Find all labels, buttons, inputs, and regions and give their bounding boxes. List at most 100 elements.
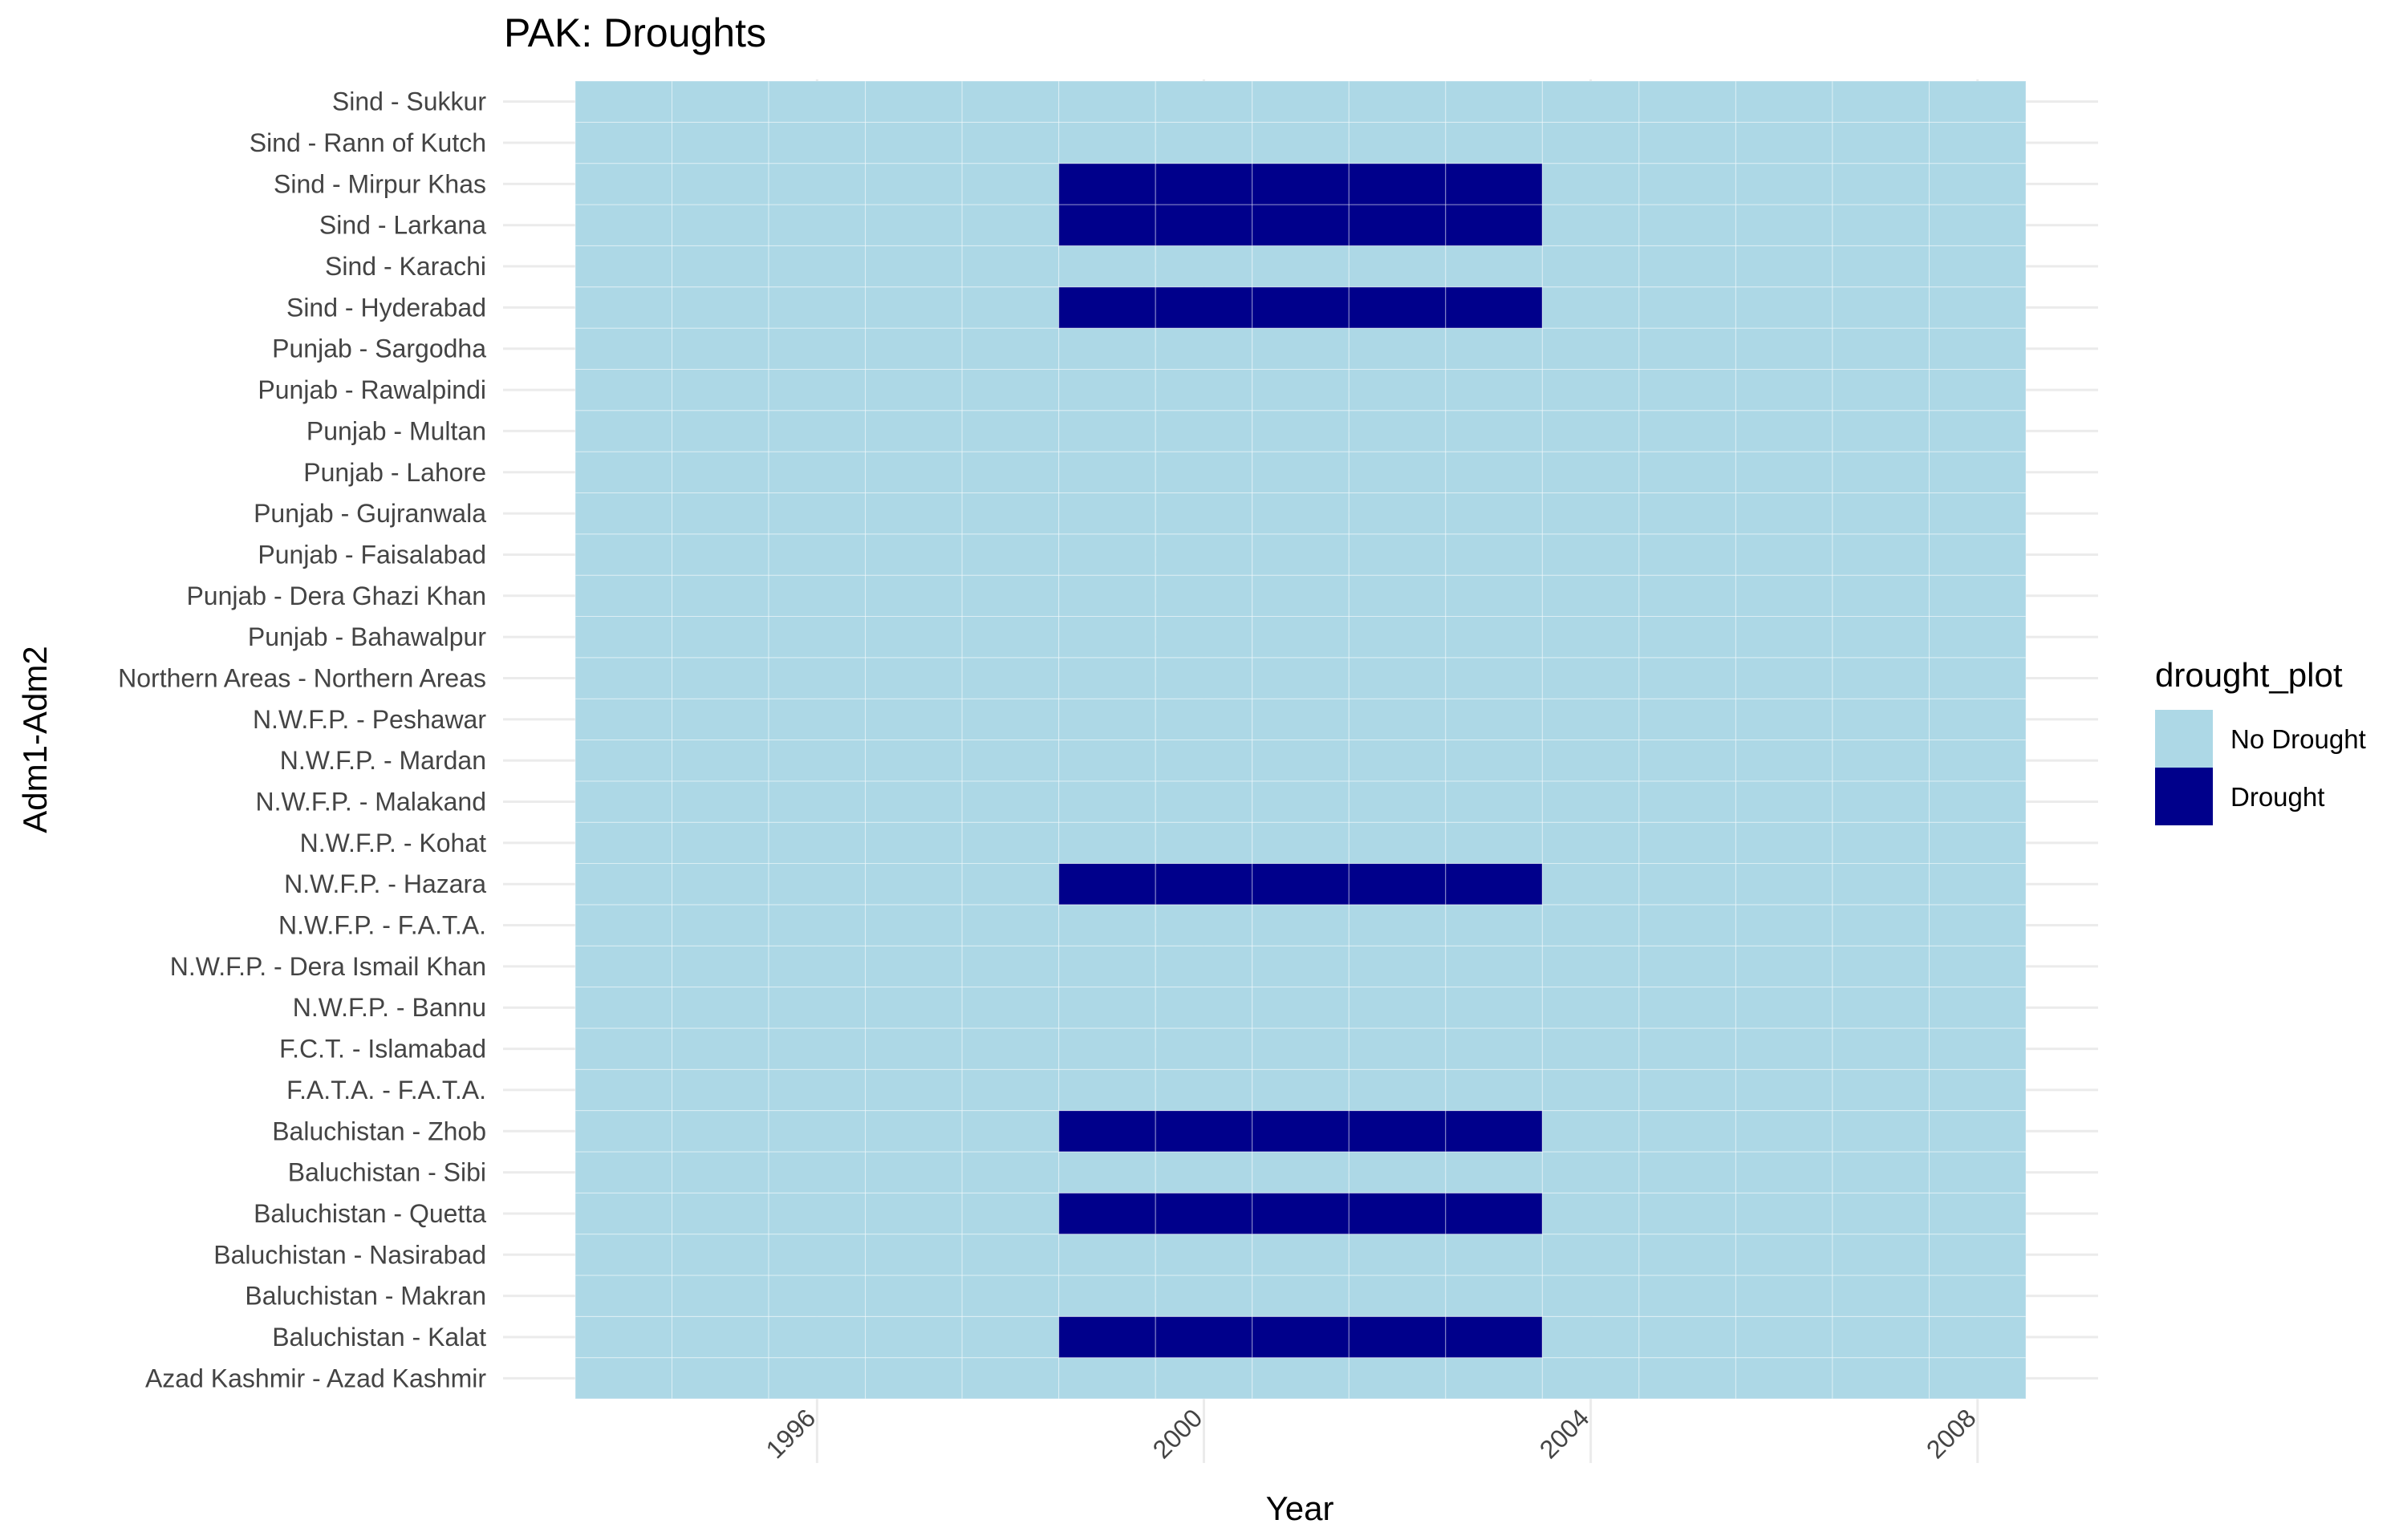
heatmap-cell xyxy=(1541,286,1640,329)
y-tick-label: Azad Kashmir - Azad Kashmir xyxy=(145,1364,486,1392)
heatmap-cell xyxy=(865,1357,963,1400)
heatmap-cell xyxy=(1832,533,1930,576)
heatmap-cell xyxy=(1348,987,1447,1029)
heatmap-cell xyxy=(1638,1315,1736,1359)
heatmap-cell xyxy=(672,245,769,288)
heatmap-cell xyxy=(961,245,1060,288)
heatmap-cell xyxy=(768,740,867,782)
y-tick-label: Punjab - Rawalpindi xyxy=(258,375,486,404)
heatmap-cell xyxy=(768,945,867,988)
heatmap-cell xyxy=(865,863,963,906)
x-tick-label: 2008 xyxy=(1921,1403,1982,1464)
heatmap-cell xyxy=(961,286,1060,329)
heatmap-cell xyxy=(768,1275,867,1317)
heatmap-cell-drought xyxy=(1155,1110,1253,1153)
heatmap-cell xyxy=(961,1315,1060,1359)
heatmap-cell xyxy=(1735,1068,1833,1112)
heatmap-cell xyxy=(672,1315,769,1359)
heatmap-cell xyxy=(1155,451,1253,493)
heatmap-cell xyxy=(1638,121,1736,164)
heatmap-cell xyxy=(1638,327,1736,370)
y-tick-label: Sind - Sukkur xyxy=(332,87,486,116)
heatmap-cell xyxy=(1832,945,1930,988)
heatmap-cell xyxy=(1638,780,1736,823)
heatmap-cell xyxy=(1735,1151,1833,1194)
heatmap-cell xyxy=(1252,1068,1350,1112)
heatmap-cell xyxy=(1541,987,1640,1029)
heatmap-cell xyxy=(1928,698,2027,740)
heatmap-cell xyxy=(574,904,673,946)
heatmap-cell xyxy=(1445,121,1543,164)
heatmap-cell xyxy=(1541,780,1640,823)
heatmap-cell xyxy=(961,492,1060,535)
heatmap-cell-drought xyxy=(1058,863,1156,906)
heatmap-cell xyxy=(1735,410,1833,452)
heatmap-cell xyxy=(1638,1027,1736,1070)
heatmap-cell xyxy=(1928,121,2027,164)
heatmap-cell xyxy=(1058,1234,1156,1276)
y-tick-label: Punjab - Bahawalpur xyxy=(248,622,486,651)
heatmap-cell-drought xyxy=(1445,863,1543,906)
heatmap-cell xyxy=(1735,327,1833,370)
heatmap-cell xyxy=(768,368,867,411)
heatmap-cell xyxy=(1832,1027,1930,1070)
heatmap-cell xyxy=(1832,451,1930,493)
heatmap-cell xyxy=(1638,286,1736,329)
heatmap-cell xyxy=(1735,1275,1833,1317)
heatmap-cell xyxy=(1348,740,1447,782)
heatmap-cell xyxy=(574,987,673,1029)
heatmap-cell xyxy=(574,121,673,164)
heatmap-cell xyxy=(961,574,1060,617)
heatmap-cell xyxy=(574,245,673,288)
heatmap-cell xyxy=(1155,574,1253,617)
heatmap-cell xyxy=(1832,821,1930,865)
heatmap-cell xyxy=(865,1027,963,1070)
heatmap-cell xyxy=(1058,780,1156,823)
heatmap-cell xyxy=(768,904,867,946)
heatmap-cell xyxy=(1155,615,1253,659)
heatmap-cell xyxy=(574,80,673,123)
heatmap-cell xyxy=(768,821,867,865)
heatmap-cell xyxy=(865,327,963,370)
heatmap-cell xyxy=(1928,1192,2027,1235)
heatmap-cell xyxy=(1445,1068,1543,1112)
heatmap-cell xyxy=(1735,780,1833,823)
heatmap-cell-drought xyxy=(1252,1315,1350,1359)
heatmap-cell xyxy=(961,533,1060,576)
heatmap-cell xyxy=(1541,121,1640,164)
heatmap-cell xyxy=(1541,368,1640,411)
heatmap-cell xyxy=(672,492,769,535)
heatmap-cell xyxy=(961,121,1060,164)
heatmap-cell xyxy=(1832,80,1930,123)
y-tick-label: N.W.F.P. - Dera Ismail Khan xyxy=(170,952,486,981)
heatmap-cell xyxy=(574,945,673,988)
heatmap-cell xyxy=(865,1068,963,1112)
heatmap-cell xyxy=(961,1275,1060,1317)
heatmap-cell xyxy=(1541,533,1640,576)
heatmap-cell xyxy=(672,863,769,906)
heatmap-cell xyxy=(1348,615,1447,659)
y-tick-label: N.W.F.P. - Peshawar xyxy=(253,705,486,734)
y-tick-label: N.W.F.P. - F.A.T.A. xyxy=(278,911,486,940)
heatmap-cell xyxy=(865,245,963,288)
heatmap-cell xyxy=(1445,245,1543,288)
heatmap-cell xyxy=(1541,1110,1640,1153)
heatmap-cell xyxy=(961,987,1060,1029)
heatmap-cell xyxy=(865,657,963,699)
heatmap-cell xyxy=(865,492,963,535)
heatmap-cell xyxy=(1928,1068,2027,1112)
heatmap-cell xyxy=(1541,1027,1640,1070)
heatmap-cell xyxy=(1541,1275,1640,1317)
heatmap-cell xyxy=(1155,904,1253,946)
heatmap-cell xyxy=(1348,245,1447,288)
heatmap-cell xyxy=(1832,1110,1930,1153)
heatmap-cell xyxy=(961,863,1060,906)
heatmap-cell xyxy=(865,780,963,823)
heatmap-cell xyxy=(961,698,1060,740)
heatmap-cell-drought xyxy=(1445,1192,1543,1235)
heatmap-cell xyxy=(961,615,1060,659)
heatmap-cell xyxy=(1541,1151,1640,1194)
heatmap-cell xyxy=(961,1027,1060,1070)
